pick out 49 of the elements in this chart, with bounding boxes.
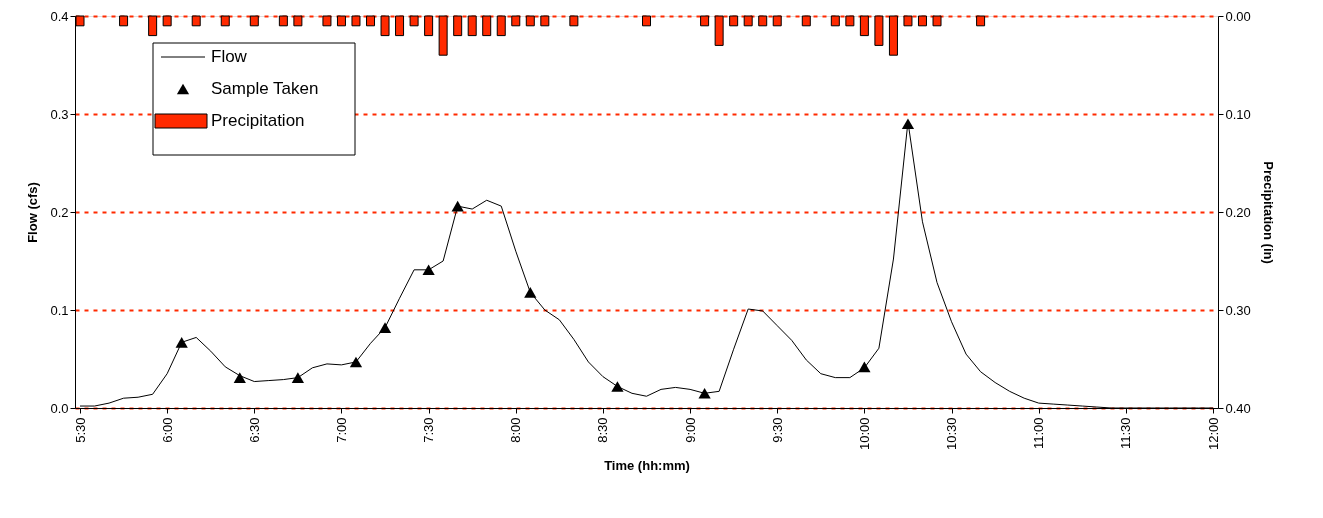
point xyxy=(233,372,246,383)
point xyxy=(378,322,392,333)
point xyxy=(698,388,711,399)
point xyxy=(524,287,537,298)
point xyxy=(451,200,464,212)
y2-tick-label: 0.40 xyxy=(1225,400,1251,416)
legend-label: Flow xyxy=(211,47,248,66)
x-tick-label: 8:30 xyxy=(595,417,611,443)
legend-label: Precipitation xyxy=(211,111,305,130)
y2-tick-label: 0.30 xyxy=(1225,302,1251,318)
x-tick-label: 9:00 xyxy=(682,417,698,443)
x-axis-title: Time (hh:mm) xyxy=(604,458,690,474)
bar xyxy=(162,15,172,27)
y2-axis-title: Precipitation (in) xyxy=(1260,161,1276,264)
bar xyxy=(496,15,506,37)
point xyxy=(349,356,363,368)
y-tick-label: 0.1 xyxy=(50,302,69,318)
x-tick-label: 11:30 xyxy=(1118,417,1134,450)
y2-tick-label: 0.00 xyxy=(1225,8,1251,24)
y-axis-title: Flow (cfs) xyxy=(25,182,41,243)
x-tick-label: 5:30 xyxy=(72,417,88,443)
x-tick-label: 9:30 xyxy=(769,417,785,443)
y2-tick-label: 0.10 xyxy=(1225,106,1251,122)
y-tick-label: 0.4 xyxy=(50,8,69,24)
point xyxy=(175,337,188,348)
x-tick-label: 12:00 xyxy=(1205,417,1221,451)
bar xyxy=(119,15,129,27)
point xyxy=(422,264,435,276)
bar xyxy=(758,15,768,27)
bar xyxy=(801,15,811,27)
x-tick-label: 8:00 xyxy=(508,417,524,443)
y-tick-label: 0.2 xyxy=(50,204,69,220)
x-tick-label: 11:00 xyxy=(1031,417,1047,450)
y-tick-label: 0.0 xyxy=(50,400,69,416)
x-tick-label: 7:30 xyxy=(421,417,437,443)
x-tick-label: 10:00 xyxy=(856,417,872,451)
point xyxy=(901,118,915,130)
point xyxy=(291,372,305,383)
y-tick-label: 0.3 xyxy=(50,106,69,122)
x-tick-label: 6:00 xyxy=(159,417,175,443)
bar xyxy=(874,15,884,46)
x-tick-label: 6:30 xyxy=(246,417,262,443)
y2-tick-label: 0.20 xyxy=(1225,204,1251,220)
x-tick-label: 7:00 xyxy=(333,417,349,443)
x-tick-label: 10:30 xyxy=(944,417,960,451)
point xyxy=(611,381,624,392)
point xyxy=(858,361,871,373)
bar xyxy=(424,15,434,37)
legend-label: Sample Taken xyxy=(211,79,319,98)
